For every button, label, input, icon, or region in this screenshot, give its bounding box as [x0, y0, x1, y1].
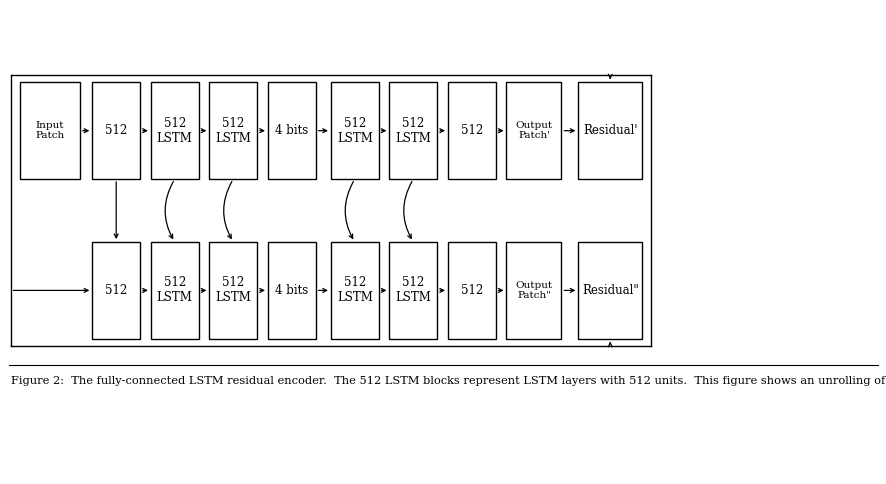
Text: Output
Patch': Output Patch': [515, 121, 552, 140]
Text: 4 bits: 4 bits: [275, 284, 308, 297]
FancyBboxPatch shape: [19, 82, 80, 179]
Text: Residual": Residual": [581, 284, 638, 297]
FancyBboxPatch shape: [268, 82, 315, 179]
FancyBboxPatch shape: [92, 242, 140, 339]
Text: 512: 512: [460, 284, 483, 297]
Text: Input
Patch: Input Patch: [35, 121, 64, 140]
Text: 512
LSTM: 512 LSTM: [337, 276, 372, 304]
FancyBboxPatch shape: [506, 242, 561, 339]
FancyBboxPatch shape: [92, 82, 140, 179]
Text: 4 bits: 4 bits: [275, 124, 308, 137]
FancyArrowPatch shape: [345, 182, 353, 239]
Text: 512
LSTM: 512 LSTM: [395, 117, 431, 145]
FancyBboxPatch shape: [209, 82, 257, 179]
FancyBboxPatch shape: [389, 242, 437, 339]
Text: 512: 512: [105, 124, 128, 137]
Text: 512
LSTM: 512 LSTM: [215, 117, 251, 145]
FancyBboxPatch shape: [209, 242, 257, 339]
FancyBboxPatch shape: [506, 82, 561, 179]
FancyArrowPatch shape: [165, 182, 173, 239]
Text: Figure 2:  The fully-connected LSTM residual encoder.  The 512 LSTM blocks repre: Figure 2: The fully-connected LSTM resid…: [11, 375, 886, 386]
Text: 512: 512: [105, 284, 128, 297]
Text: 512
LSTM: 512 LSTM: [337, 117, 372, 145]
FancyArrowPatch shape: [403, 182, 411, 239]
FancyBboxPatch shape: [151, 82, 198, 179]
Text: 512
LSTM: 512 LSTM: [215, 276, 251, 304]
FancyBboxPatch shape: [151, 242, 198, 339]
Text: 512
LSTM: 512 LSTM: [157, 276, 192, 304]
FancyArrowPatch shape: [223, 182, 231, 239]
FancyBboxPatch shape: [330, 82, 378, 179]
FancyBboxPatch shape: [330, 242, 378, 339]
Text: Residual': Residual': [582, 124, 637, 137]
FancyBboxPatch shape: [578, 242, 641, 339]
FancyBboxPatch shape: [447, 242, 495, 339]
FancyBboxPatch shape: [268, 242, 315, 339]
Text: 512
LSTM: 512 LSTM: [157, 117, 192, 145]
Text: Output
Patch": Output Patch": [515, 281, 552, 300]
Text: 512: 512: [460, 124, 483, 137]
Text: 512
LSTM: 512 LSTM: [395, 276, 431, 304]
FancyBboxPatch shape: [447, 82, 495, 179]
FancyBboxPatch shape: [389, 82, 437, 179]
FancyBboxPatch shape: [578, 82, 641, 179]
